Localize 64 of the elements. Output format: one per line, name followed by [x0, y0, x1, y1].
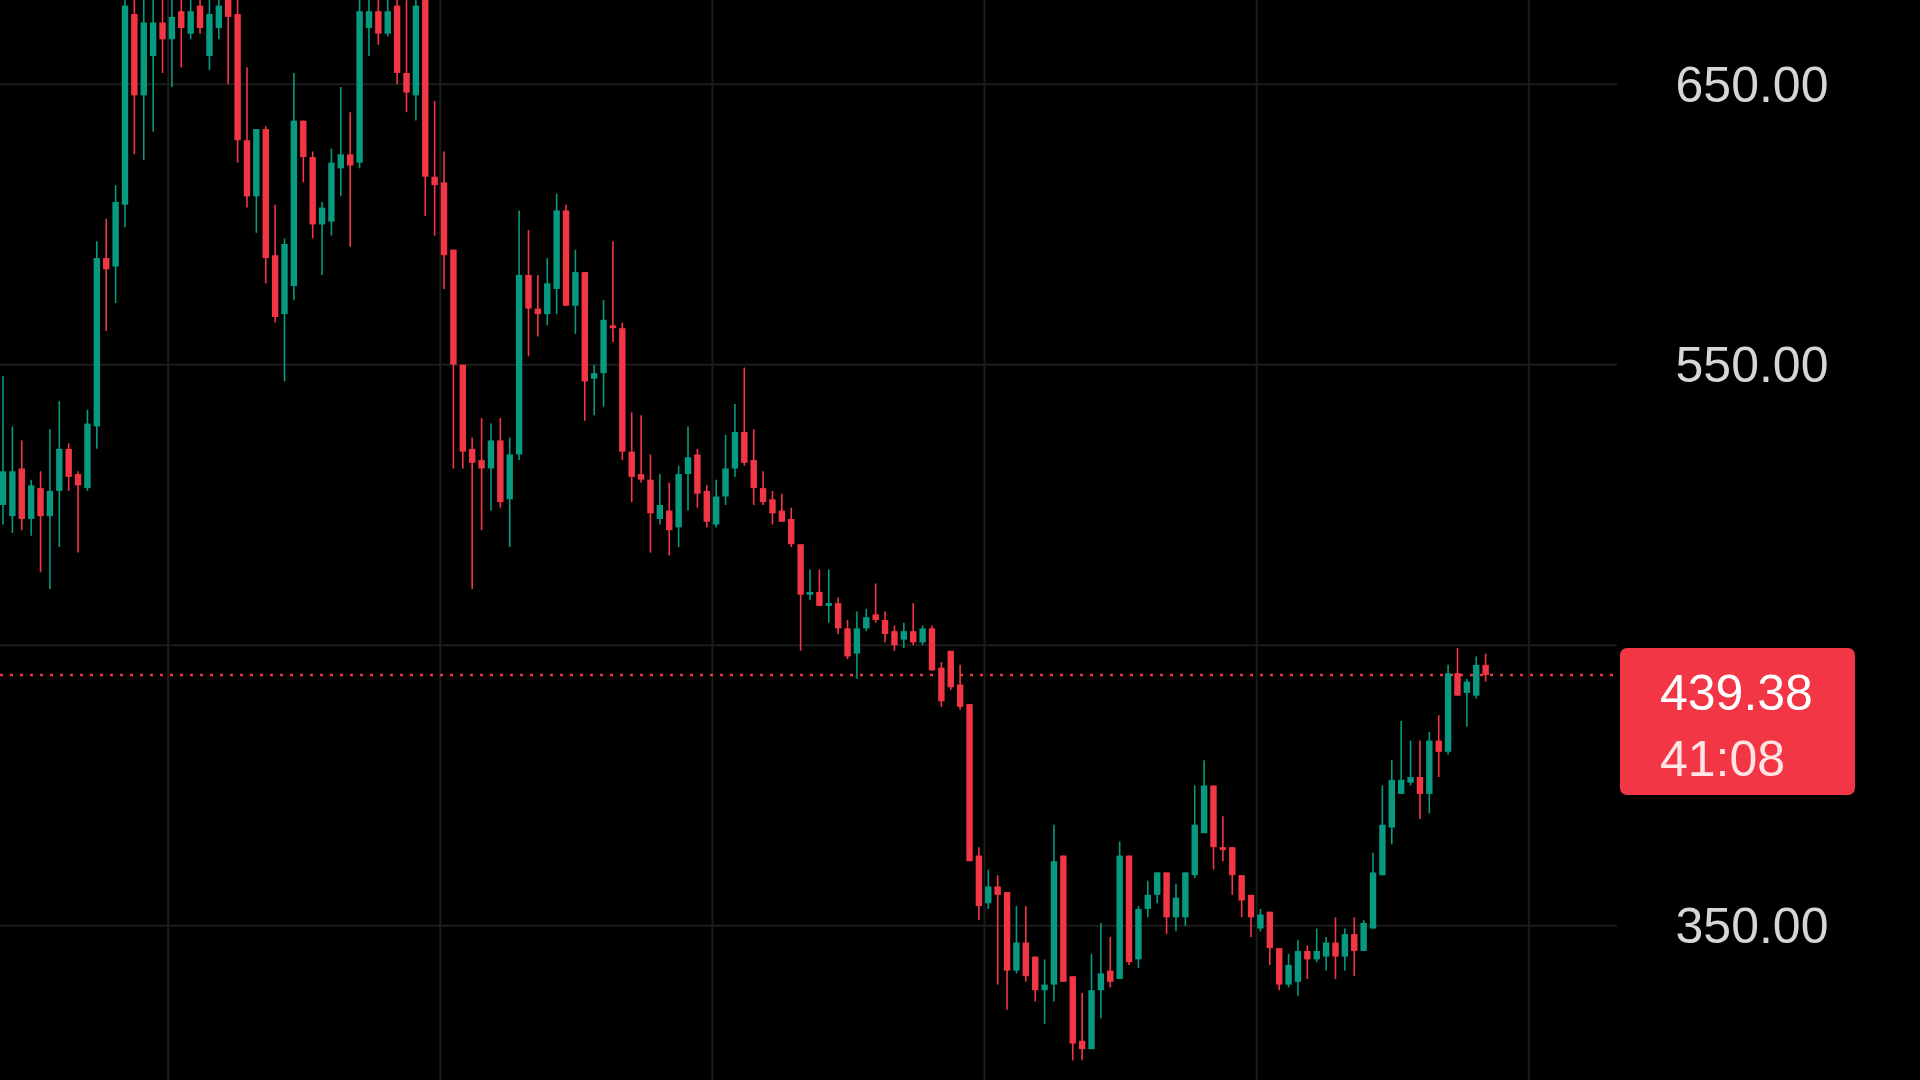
candlestick [994, 874, 1001, 986]
candlestick [1247, 894, 1255, 938]
candlestick [384, 0, 391, 38]
candlestick [1285, 952, 1292, 989]
candlestick [347, 111, 354, 248]
candlestick [891, 624, 898, 652]
candlestick [431, 100, 438, 237]
candlestick [159, 0, 166, 74]
candlestick [919, 624, 926, 646]
candlestick [478, 417, 485, 531]
y-tick-label: 650.00 [1675, 56, 1829, 113]
candlestick [187, 0, 194, 41]
candlestick [825, 568, 832, 624]
candlestick [1041, 958, 1048, 1025]
candlestick [1257, 908, 1264, 933]
text: 41:08 [1660, 731, 1786, 788]
candlestick [468, 436, 476, 590]
y-tick-label: 550.00 [1675, 337, 1829, 394]
candlestick [375, 0, 382, 46]
candlestick [985, 868, 992, 910]
candlestick [1144, 880, 1152, 919]
candlestick [74, 470, 82, 554]
candlestick [168, 0, 176, 88]
candlestick [196, 0, 204, 35]
candlestick [769, 490, 776, 526]
candlestick [590, 363, 598, 416]
candlestick [337, 86, 345, 198]
candlestick [1107, 936, 1114, 989]
candlestick [215, 0, 223, 41]
candlestick [816, 568, 823, 607]
ref-line-label: 439.38 [1660, 665, 1813, 722]
candlestick [1332, 916, 1339, 980]
candlestick [1322, 936, 1330, 972]
candlestick [1416, 739, 1424, 820]
candlestick [910, 602, 917, 646]
candlestick [863, 607, 870, 632]
candlestick [637, 414, 645, 484]
candlestick [684, 425, 692, 512]
candlestick [1435, 714, 1442, 778]
y-tick-label: 350.00 [1675, 898, 1829, 955]
candlestick [1304, 944, 1311, 980]
candlestick [103, 218, 110, 332]
candlestick [225, 0, 232, 85]
candlestick [403, 0, 410, 114]
candlestick [1219, 815, 1227, 862]
candlestick [1463, 678, 1471, 728]
candlestick [666, 481, 673, 557]
candlestick [1172, 882, 1180, 933]
candlestick [1407, 739, 1414, 787]
candlestick [778, 492, 786, 523]
candlestick [1397, 720, 1405, 795]
candlestick [806, 568, 814, 602]
candlestick [900, 621, 908, 649]
candlestick [1341, 927, 1349, 972]
candlestick [1097, 922, 1105, 1020]
candlestick [759, 470, 767, 506]
candlestick [609, 240, 617, 344]
candlestick [872, 582, 879, 624]
candlestick [656, 473, 664, 526]
candlestick [881, 610, 889, 644]
candlestick [178, 0, 185, 69]
candlestick [1351, 916, 1358, 978]
candlestick [365, 0, 373, 57]
candlestick [1154, 871, 1161, 905]
